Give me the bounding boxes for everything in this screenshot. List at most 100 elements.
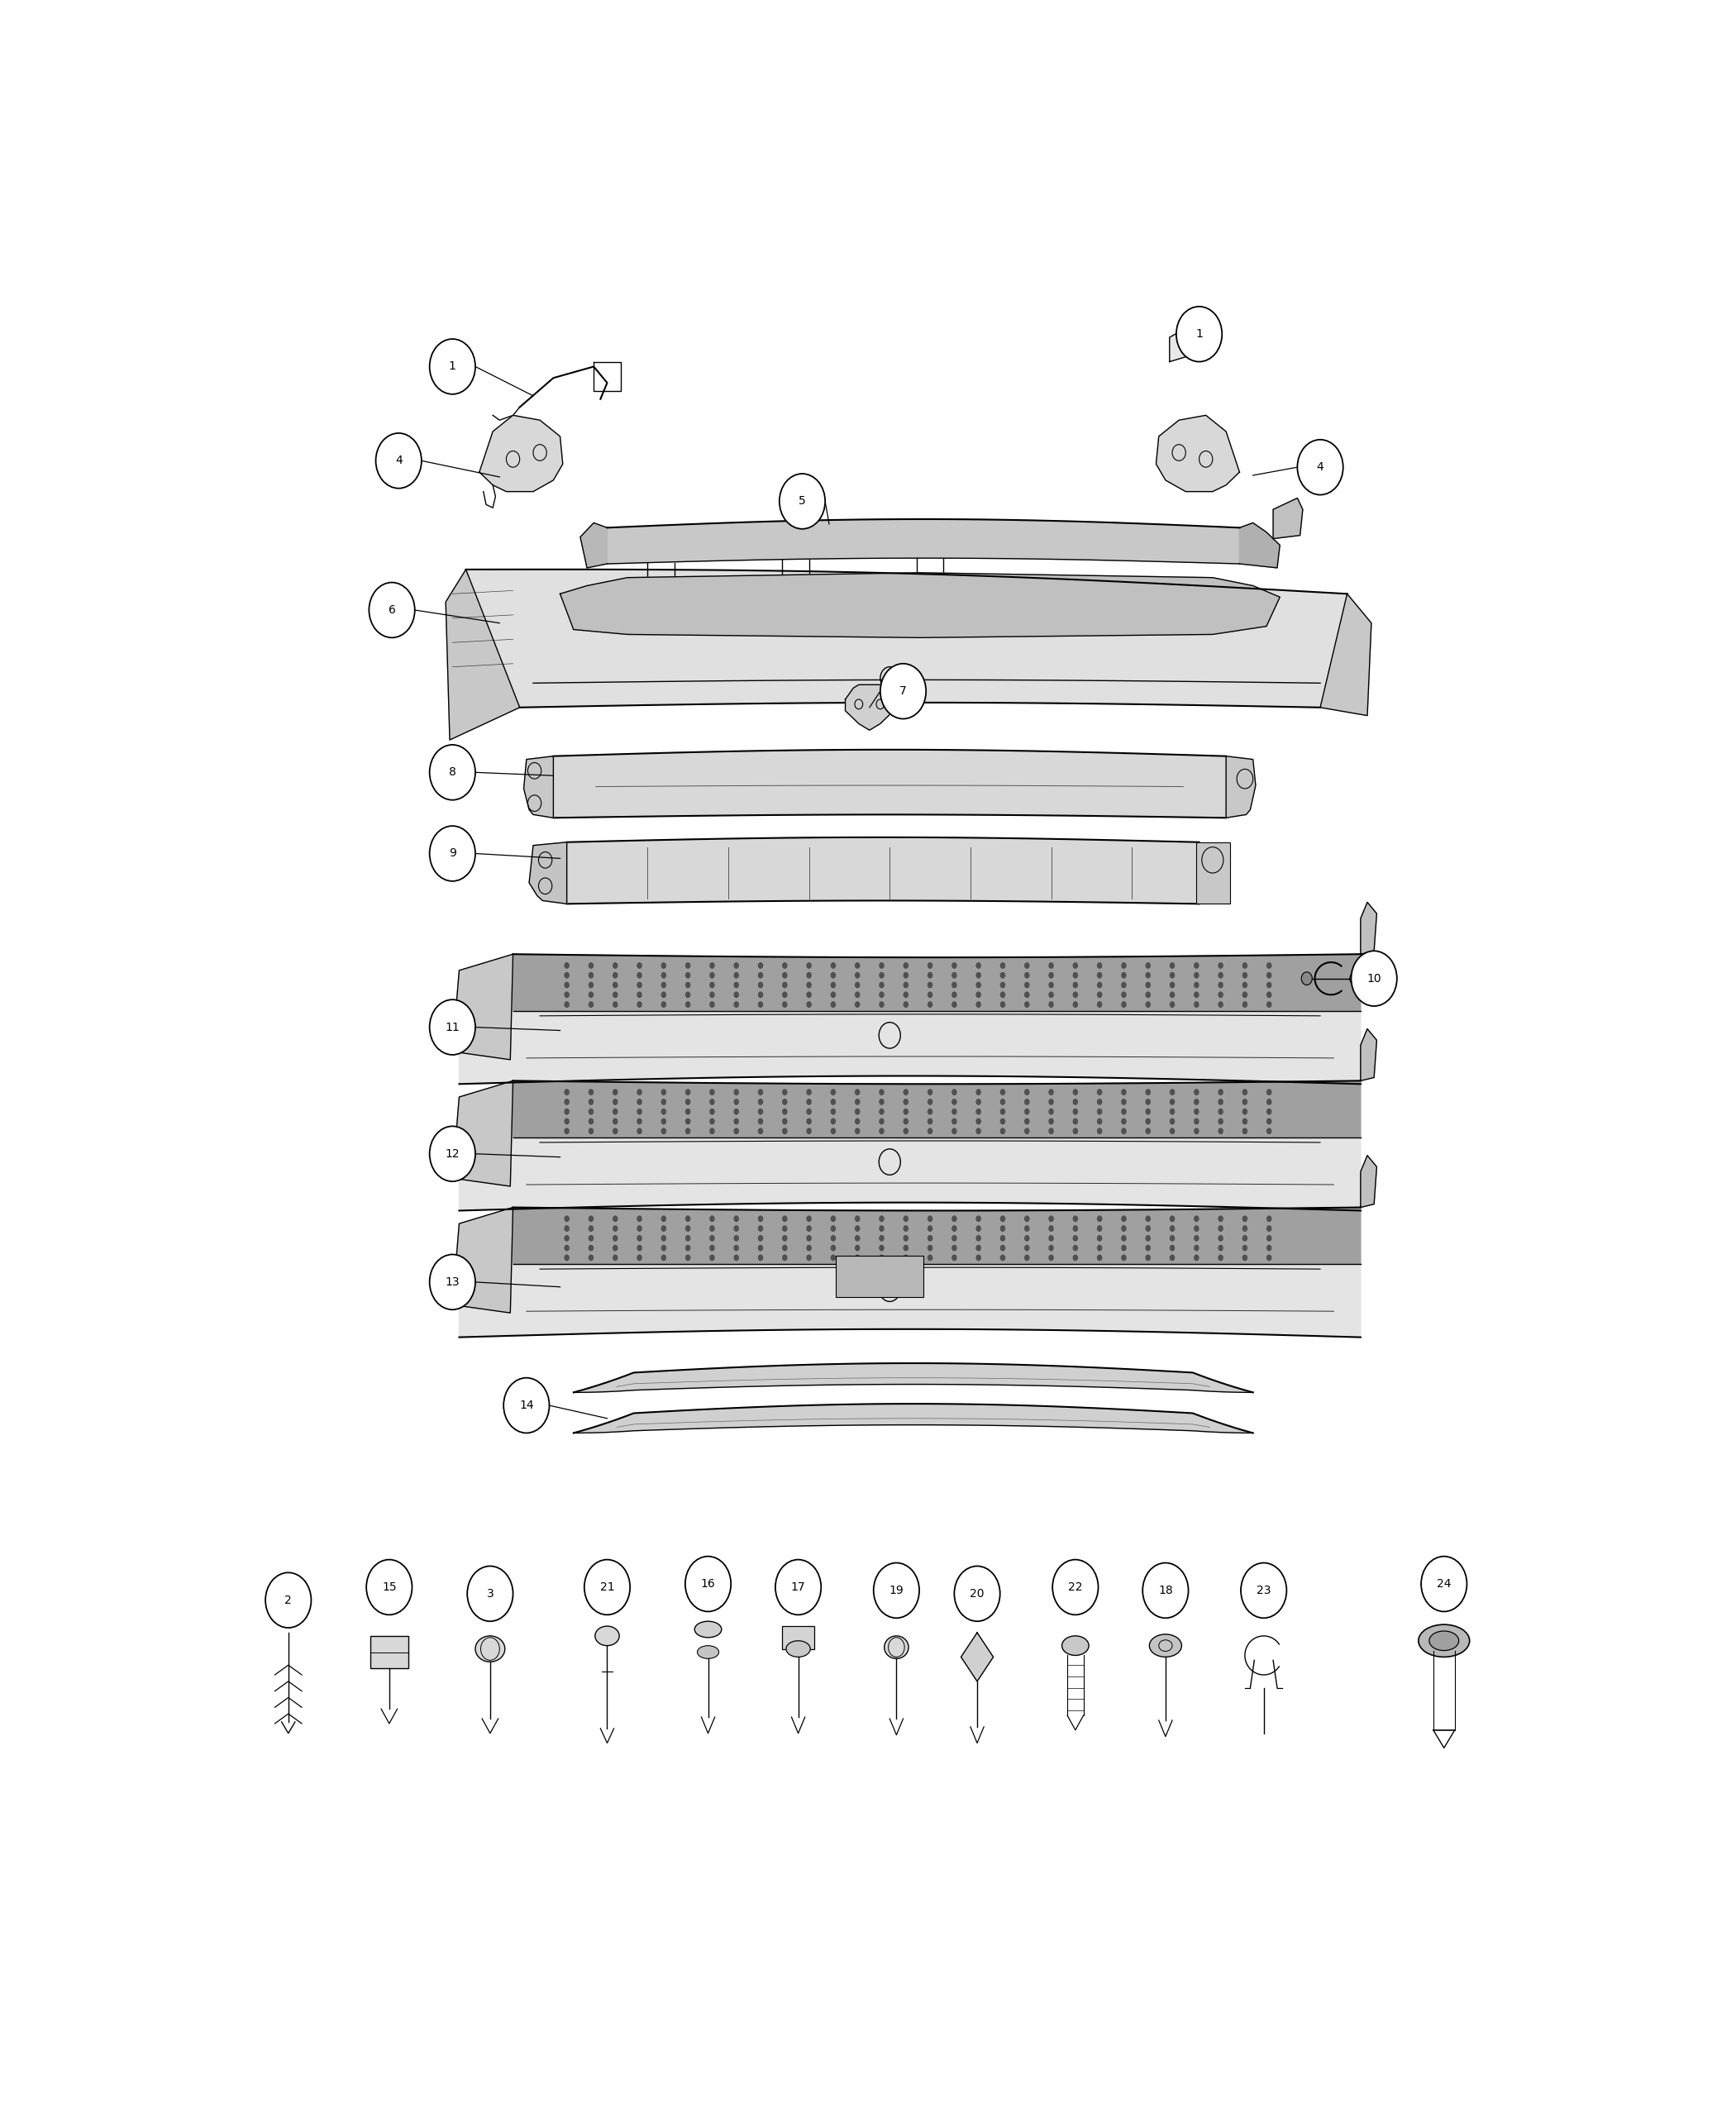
Circle shape xyxy=(976,1117,981,1124)
Circle shape xyxy=(1243,961,1248,970)
Circle shape xyxy=(854,1216,859,1223)
Circle shape xyxy=(710,1109,715,1115)
Circle shape xyxy=(1219,1235,1224,1242)
Polygon shape xyxy=(554,750,1226,818)
Circle shape xyxy=(806,1216,812,1223)
Circle shape xyxy=(661,1098,667,1105)
Circle shape xyxy=(878,982,884,989)
Circle shape xyxy=(903,1090,908,1096)
Circle shape xyxy=(1170,982,1175,989)
Text: 7: 7 xyxy=(899,685,906,698)
Circle shape xyxy=(1170,1254,1175,1261)
Circle shape xyxy=(370,582,415,637)
Circle shape xyxy=(854,1001,859,1008)
Circle shape xyxy=(686,1244,691,1252)
Circle shape xyxy=(1194,1225,1200,1231)
Circle shape xyxy=(1000,972,1005,978)
Circle shape xyxy=(1097,1216,1102,1223)
Text: 23: 23 xyxy=(1257,1585,1271,1596)
Circle shape xyxy=(734,1109,740,1115)
Polygon shape xyxy=(568,837,1200,904)
Circle shape xyxy=(1146,1225,1151,1231)
Circle shape xyxy=(878,1117,884,1124)
Circle shape xyxy=(637,991,642,997)
Circle shape xyxy=(976,991,981,997)
Circle shape xyxy=(1121,1098,1127,1105)
Circle shape xyxy=(830,991,837,997)
Circle shape xyxy=(976,1216,981,1223)
Circle shape xyxy=(613,1244,618,1252)
Circle shape xyxy=(951,972,957,978)
Circle shape xyxy=(927,1001,932,1008)
Circle shape xyxy=(951,1225,957,1231)
Circle shape xyxy=(830,961,837,970)
Circle shape xyxy=(1097,1117,1102,1124)
Circle shape xyxy=(951,1254,957,1261)
Circle shape xyxy=(1000,1128,1005,1134)
Circle shape xyxy=(1073,1098,1078,1105)
Circle shape xyxy=(1146,991,1151,997)
Circle shape xyxy=(734,1128,740,1134)
Circle shape xyxy=(1219,1216,1224,1223)
Circle shape xyxy=(878,1225,884,1231)
Circle shape xyxy=(1243,1225,1248,1231)
Circle shape xyxy=(1000,1098,1005,1105)
Circle shape xyxy=(759,1090,764,1096)
Circle shape xyxy=(1049,991,1054,997)
Circle shape xyxy=(1194,1216,1200,1223)
Circle shape xyxy=(1170,1128,1175,1134)
Circle shape xyxy=(783,1254,788,1261)
Circle shape xyxy=(976,1128,981,1134)
Circle shape xyxy=(927,1109,932,1115)
Circle shape xyxy=(710,961,715,970)
Circle shape xyxy=(783,1001,788,1008)
Circle shape xyxy=(564,1001,569,1008)
Circle shape xyxy=(637,1128,642,1134)
Circle shape xyxy=(1194,1098,1200,1105)
Circle shape xyxy=(806,1254,812,1261)
Circle shape xyxy=(589,1235,594,1242)
Circle shape xyxy=(1024,961,1029,970)
Circle shape xyxy=(759,1244,764,1252)
Circle shape xyxy=(1000,1090,1005,1096)
Circle shape xyxy=(1146,1109,1151,1115)
Circle shape xyxy=(1024,1098,1029,1105)
Circle shape xyxy=(806,1109,812,1115)
Text: 1: 1 xyxy=(450,360,457,373)
Circle shape xyxy=(903,991,908,997)
Polygon shape xyxy=(465,569,1347,708)
Circle shape xyxy=(1267,1001,1272,1008)
Circle shape xyxy=(1194,1001,1200,1008)
Circle shape xyxy=(661,1254,667,1261)
Circle shape xyxy=(1219,1128,1224,1134)
Ellipse shape xyxy=(884,1636,908,1659)
Circle shape xyxy=(951,1128,957,1134)
Circle shape xyxy=(830,972,837,978)
Circle shape xyxy=(637,1098,642,1105)
Text: 13: 13 xyxy=(444,1275,460,1288)
Circle shape xyxy=(429,744,476,799)
Circle shape xyxy=(1049,1225,1054,1231)
Circle shape xyxy=(830,1244,837,1252)
Circle shape xyxy=(589,1254,594,1261)
Circle shape xyxy=(710,1001,715,1008)
Circle shape xyxy=(951,961,957,970)
Circle shape xyxy=(734,1216,740,1223)
Circle shape xyxy=(613,1128,618,1134)
Circle shape xyxy=(878,1254,884,1261)
Circle shape xyxy=(1219,1254,1224,1261)
Circle shape xyxy=(686,972,691,978)
Circle shape xyxy=(1146,1001,1151,1008)
Circle shape xyxy=(1049,961,1054,970)
Circle shape xyxy=(854,961,859,970)
Circle shape xyxy=(1024,1090,1029,1096)
Text: 12: 12 xyxy=(444,1149,460,1159)
Circle shape xyxy=(873,1562,920,1619)
Circle shape xyxy=(1049,1098,1054,1105)
Polygon shape xyxy=(458,1265,1361,1336)
Circle shape xyxy=(1049,1128,1054,1134)
Circle shape xyxy=(637,982,642,989)
Polygon shape xyxy=(573,1364,1253,1393)
Circle shape xyxy=(734,982,740,989)
Circle shape xyxy=(976,1225,981,1231)
